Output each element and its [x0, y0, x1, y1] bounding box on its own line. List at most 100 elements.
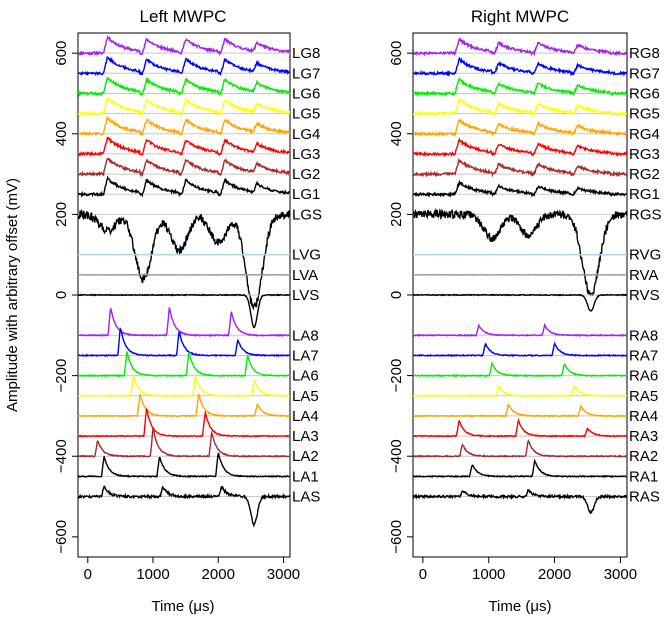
- trace-lg6: [78, 76, 290, 98]
- trace-rvs: [413, 293, 627, 312]
- channel-label-lva: LVA: [292, 267, 318, 284]
- trace-ra6: [413, 360, 627, 378]
- trace-lg4: [78, 115, 290, 137]
- left-y-tick-label: −200: [53, 359, 70, 393]
- trace-la6: [78, 351, 290, 378]
- channel-label-la1: LA1: [292, 468, 319, 485]
- channel-label-la3: LA3: [292, 428, 319, 445]
- trace-ra7: [413, 341, 627, 358]
- channel-label-ra2: RA2: [629, 448, 658, 465]
- trace-lg7: [78, 55, 290, 77]
- channel-label-la7: LA7: [292, 347, 319, 364]
- trace-la8: [78, 307, 290, 338]
- channel-label-rg4: RG4: [629, 126, 660, 143]
- trace-ra5: [413, 384, 627, 398]
- left-y-tick-label: −600: [53, 520, 70, 554]
- channel-label-rg1: RG1: [629, 186, 660, 203]
- trace-lg8: [78, 34, 290, 57]
- right-x-tick-label: 2000: [538, 566, 571, 583]
- channel-label-rg7: RG7: [629, 65, 660, 82]
- channel-label-lgs: LGS: [292, 206, 322, 223]
- trace-lg5: [78, 97, 290, 117]
- left-y-tick-label: 600: [53, 41, 70, 66]
- left-x-axis-label: Time (μs): [151, 598, 214, 615]
- trace-rgs: [413, 207, 627, 297]
- channel-label-la4: LA4: [292, 408, 319, 425]
- channel-label-rgs: RGS: [629, 206, 662, 223]
- channel-label-lg5: LG5: [292, 106, 320, 123]
- trace-rg4: [413, 117, 627, 138]
- channel-label-rg5: RG5: [629, 106, 660, 123]
- right-x-tick-label: 0: [419, 566, 427, 583]
- trace-la4: [78, 393, 290, 418]
- trace-rg6: [413, 77, 627, 98]
- left-panel-title: Left MWPC: [140, 7, 227, 26]
- channel-label-ra8: RA8: [629, 327, 658, 344]
- trace-rg8: [413, 37, 627, 57]
- channel-label-rg2: RG2: [629, 166, 660, 183]
- trace-la7: [78, 326, 290, 358]
- channel-label-lg2: LG2: [292, 166, 320, 183]
- channel-label-lvs: LVS: [292, 287, 319, 304]
- left-x-tick-label: 1000: [136, 566, 169, 583]
- left-y-tick-label: −400: [53, 439, 70, 473]
- channel-label-rvg: RVG: [629, 247, 661, 264]
- left-y-tick-label: 200: [53, 202, 70, 227]
- channel-label-la6: LA6: [292, 368, 319, 385]
- right-y-tick-label: −400: [388, 439, 405, 473]
- channel-label-ra1: RA1: [629, 468, 658, 485]
- left-x-tick-label: 3000: [267, 566, 300, 583]
- channel-label-ra4: RA4: [629, 408, 658, 425]
- channel-label-rvs: RVS: [629, 287, 660, 304]
- trace-ra8: [413, 322, 627, 338]
- y-axis-label: Amplitude with arbitrary offset (mV): [4, 178, 21, 412]
- channel-label-lg8: LG8: [292, 45, 320, 62]
- channel-label-rg3: RG3: [629, 146, 660, 163]
- trace-ra3: [413, 417, 627, 438]
- channel-label-ras: RAS: [629, 489, 660, 506]
- left-y-tick-label: 400: [53, 121, 70, 146]
- trace-rg7: [413, 56, 627, 77]
- left-mwpc-panel: Left MWPC Time (μs) 0 1000 2000 3000 −600 −40…: [53, 7, 322, 615]
- trace-ra1: [413, 458, 627, 479]
- trace-lg3: [78, 135, 290, 157]
- channel-label-lg6: LG6: [292, 85, 320, 102]
- right-plot-area: [413, 37, 627, 514]
- trace-las: [78, 485, 290, 528]
- right-x-tick-label: 1000: [472, 566, 505, 583]
- right-y-tick-label: 0: [388, 291, 405, 299]
- right-y-tick-label: 600: [388, 41, 405, 66]
- channel-label-ra6: RA6: [629, 368, 658, 385]
- trace-lvs: [78, 293, 290, 329]
- channel-label-lg7: LG7: [292, 65, 320, 82]
- left-plot-area: [78, 34, 290, 528]
- trace-ra2: [413, 439, 627, 459]
- left-x-tick-label: 2000: [202, 566, 235, 583]
- trace-la5: [78, 374, 290, 398]
- right-x-axis-label: Time (μs): [488, 598, 551, 615]
- channel-label-ra7: RA7: [629, 347, 658, 364]
- trace-ra4: [413, 403, 627, 418]
- right-y-tick-label: 400: [388, 121, 405, 146]
- right-mwpc-panel: Right MWPC Time (μs) 0 1000 2000 3000−600−4…: [388, 7, 662, 615]
- trace-lg1: [78, 175, 290, 198]
- right-x-tick-label: 3000: [604, 566, 637, 583]
- trace-rg5: [413, 97, 627, 118]
- channel-label-ra3: RA3: [629, 428, 658, 445]
- channel-label-la5: LA5: [292, 388, 319, 405]
- trace-lg2: [78, 157, 290, 178]
- trace-rg2: [413, 158, 627, 178]
- trace-rg3: [413, 137, 627, 158]
- right-y-tick-label: −600: [388, 520, 405, 554]
- trace-la3: [78, 407, 290, 438]
- right-y-tick-label: −200: [388, 359, 405, 393]
- trace-lgs: [78, 208, 290, 311]
- left-y-tick-label: 0: [53, 291, 70, 299]
- trace-la2: [78, 428, 290, 458]
- trace-rg1: [413, 179, 627, 198]
- channel-label-lvg: LVG: [292, 247, 321, 264]
- trace-la1: [78, 452, 290, 479]
- right-panel-title: Right MWPC: [471, 7, 569, 26]
- right-y-tick-label: 200: [388, 202, 405, 227]
